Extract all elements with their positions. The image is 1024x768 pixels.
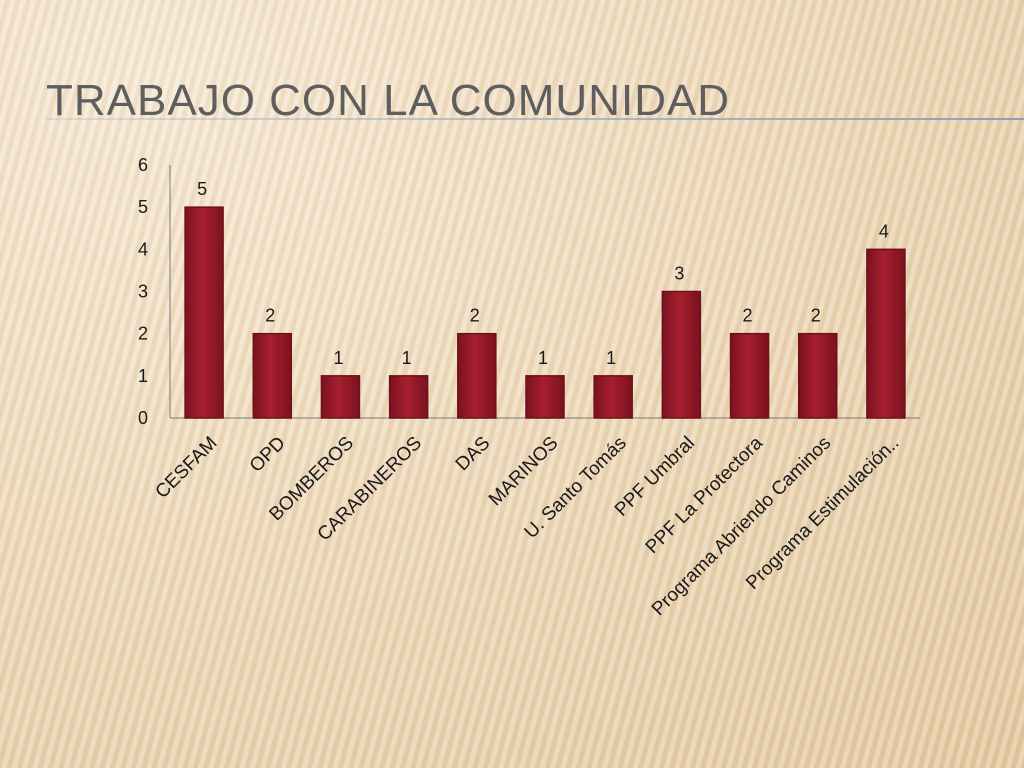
bar-value-label: 5 xyxy=(197,179,207,199)
bar-value-label: 1 xyxy=(402,348,412,368)
y-tick-label: 2 xyxy=(138,324,148,344)
bar xyxy=(320,375,361,419)
bar-value-label: 2 xyxy=(265,306,275,326)
bar xyxy=(729,332,770,419)
bar xyxy=(388,375,429,419)
bar-value-label: 2 xyxy=(743,306,753,326)
bar xyxy=(866,248,906,419)
bar xyxy=(252,332,293,419)
y-tick-label: 6 xyxy=(138,155,148,175)
bar-value-label: 2 xyxy=(811,306,821,326)
y-tick-label: 0 xyxy=(138,408,148,428)
y-tick-label: 3 xyxy=(138,282,148,302)
bar xyxy=(797,332,838,419)
bar xyxy=(593,375,633,419)
y-tick-label: 4 xyxy=(138,239,148,259)
category-label: DAS xyxy=(452,433,494,475)
category-label: OPD xyxy=(246,433,290,477)
bar-value-label: 1 xyxy=(538,348,548,368)
bar-value-label: 1 xyxy=(333,348,343,368)
category-label: PPF La Protectora xyxy=(642,432,768,558)
y-tick-label: 1 xyxy=(138,366,148,386)
bar xyxy=(184,206,224,419)
bar-value-label: 3 xyxy=(674,264,684,284)
bar-value-label: 1 xyxy=(606,348,616,368)
bar xyxy=(457,332,497,419)
category-label: CESFAM xyxy=(152,433,222,503)
y-tick-label: 5 xyxy=(138,197,148,217)
bar xyxy=(525,375,565,419)
bar-value-label: 2 xyxy=(470,306,480,326)
slide-title: TRABAJO CON LA COMUNIDAD xyxy=(46,76,731,125)
bar xyxy=(661,290,702,419)
title-underline xyxy=(46,118,1024,120)
bar-value-label: 4 xyxy=(879,221,889,241)
